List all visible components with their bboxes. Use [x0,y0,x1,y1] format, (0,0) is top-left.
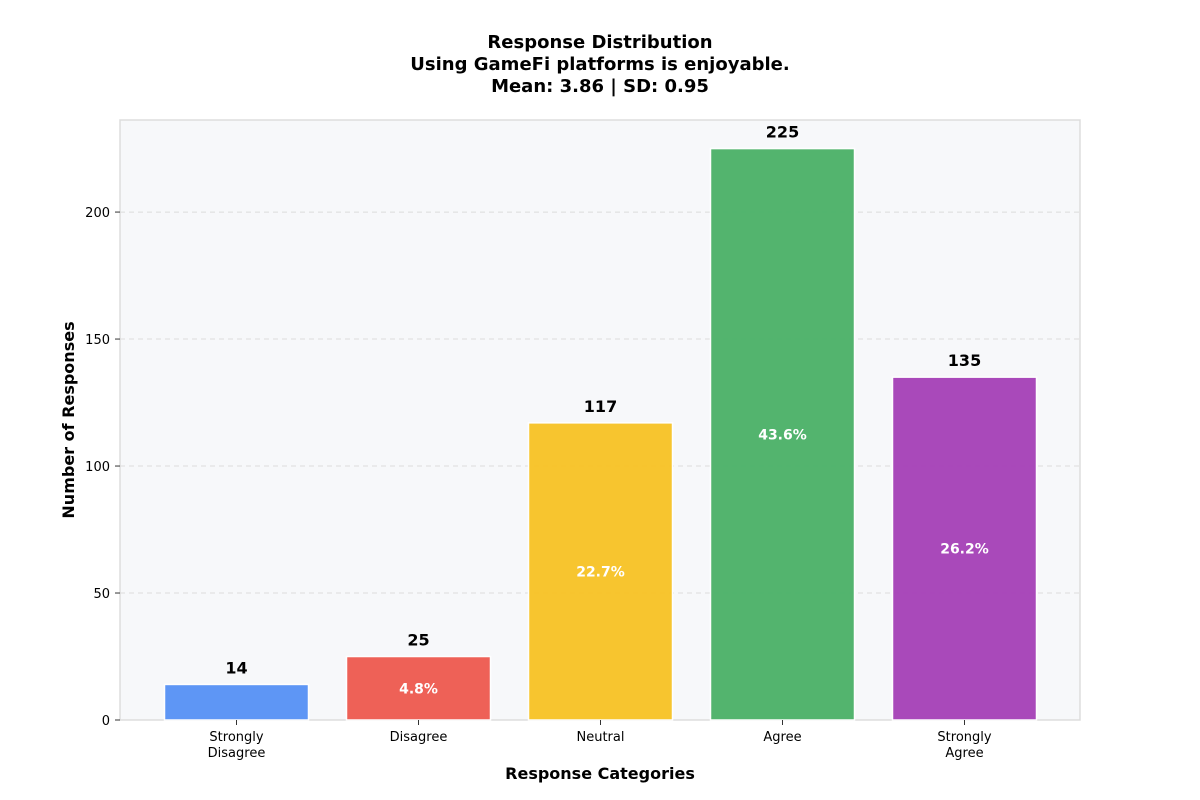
bar-percent-label: 22.7% [576,564,625,580]
bar-percent-label: 26.2% [940,542,989,558]
x-tick-label: Strongly [937,730,991,745]
y-tick-label: 0 [102,714,110,729]
x-tick-label: Agree [763,730,801,745]
y-axis: 0 50 100 150 200 [85,206,120,729]
x-axis-title: Response Categories [505,764,695,783]
bar-value-label: 135 [948,351,981,370]
bar-percent-label: 43.6% [758,427,807,443]
bar-value-label: 25 [407,631,429,650]
bar [163,683,310,721]
bar-percent-label: 4.8% [399,681,438,697]
bar-value-label: 14 [225,658,247,677]
chart-title-line: Response Distribution [487,32,712,53]
bar-value-label: 225 [766,123,799,142]
bar-value-label: 117 [584,397,617,416]
x-tick-label: Neutral [577,730,625,745]
y-tick-label: 150 [85,333,110,348]
x-tick-label: Disagree [208,746,266,761]
chart-title-line: Using GameFi platforms is enjoyable. [410,54,789,75]
bar [527,422,674,721]
x-tick-label: Agree [945,746,983,761]
x-tick-label: Disagree [390,730,448,745]
y-tick-label: 100 [85,460,110,475]
bar [345,655,492,721]
chart-title-line: Mean: 3.86 | SD: 0.95 [491,76,709,97]
bar [709,147,856,721]
y-axis-title: Number of Responses [59,321,78,518]
x-tick-label: Strongly [209,730,263,745]
bars: 14 25 4.8% 117 22.7% 225 43.6% 135 26.2% [163,123,1038,721]
y-tick-label: 50 [93,587,110,602]
y-tick-label: 200 [85,206,110,221]
